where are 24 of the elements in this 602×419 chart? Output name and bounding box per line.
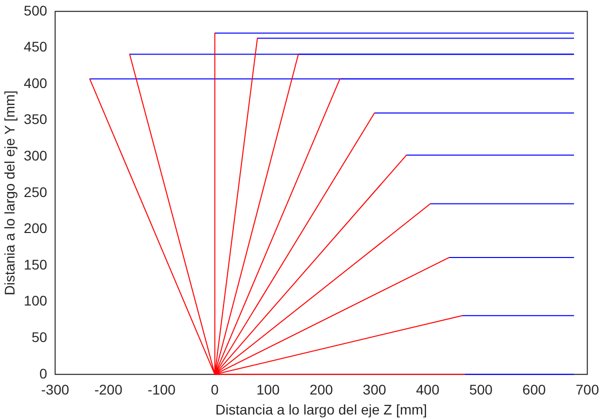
x-tick-label: 500 xyxy=(469,382,493,398)
x-tick-label: 600 xyxy=(522,382,546,398)
x-tick-label: 300 xyxy=(362,382,386,398)
x-axis-title: Distancia a lo largo del eje Z [mm] xyxy=(215,401,428,418)
x-tick-label: -100 xyxy=(148,382,176,398)
y-tick-label: 500 xyxy=(24,2,48,18)
x-tick-label: 0 xyxy=(210,382,219,398)
x-tick-label: 400 xyxy=(416,382,440,398)
y-tick-label: 350 xyxy=(24,111,48,128)
y-tick-label: 200 xyxy=(24,220,48,236)
x-tick-label: 100 xyxy=(256,382,280,398)
y-tick-label: 300 xyxy=(24,147,48,164)
y-tick-label: 50 xyxy=(32,328,48,345)
x-tick-label: -200 xyxy=(94,382,123,398)
y-tick-label: 400 xyxy=(24,74,48,91)
x-tick-label: 700 xyxy=(576,382,600,398)
y-tick-label: 150 xyxy=(24,256,48,272)
x-tick-label: 200 xyxy=(310,382,334,398)
x-tick-label: -300 xyxy=(41,382,70,398)
y-axis-title: Distania a lo largo del eje Y [mm] xyxy=(1,90,18,296)
y-tick-label: 450 xyxy=(24,38,48,55)
y-tick-label: 0 xyxy=(39,365,48,382)
y-tick-label: 250 xyxy=(24,184,48,200)
y-tick-label: 100 xyxy=(24,292,48,309)
